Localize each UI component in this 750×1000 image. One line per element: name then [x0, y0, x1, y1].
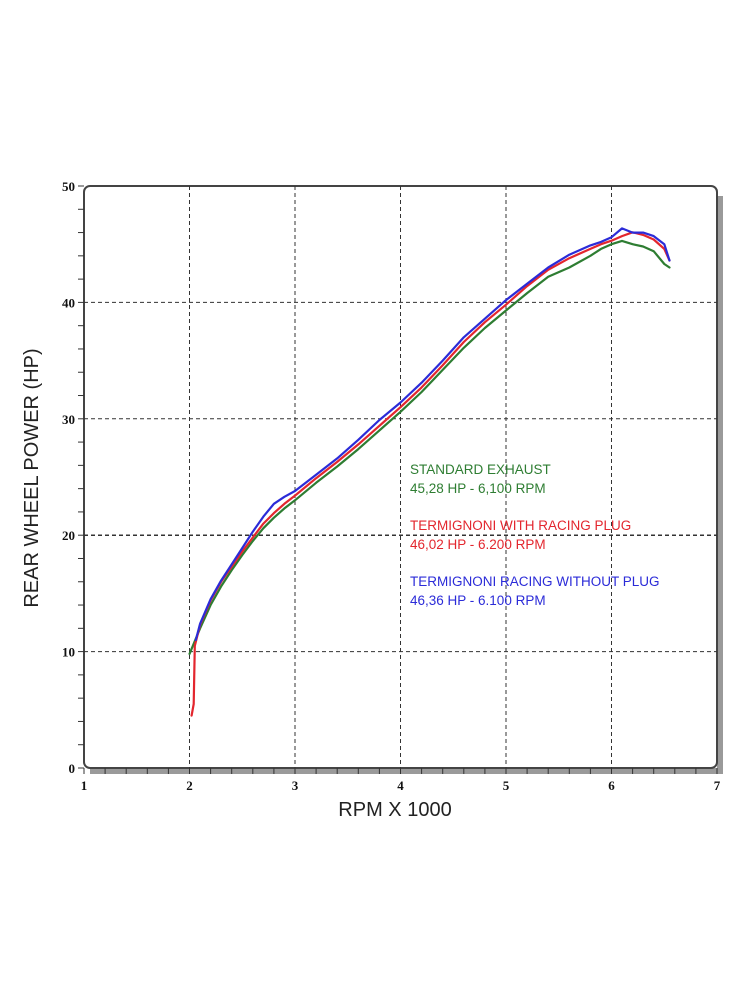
x-tick-label: 6	[608, 778, 615, 793]
legend-standard-name: STANDARD EXHAUST	[410, 462, 551, 477]
y-tick-label: 40	[62, 295, 75, 310]
grid	[84, 186, 717, 768]
legend-racing-plug-name: TERMIGNONI WITH RACING PLUG	[410, 518, 631, 533]
y-tick-label: 0	[69, 761, 76, 776]
plot-shadow-right	[717, 196, 723, 774]
x-tick-label: 5	[503, 778, 510, 793]
y-tick-labels: 0 10 20 30 40 50	[62, 179, 75, 776]
y-tick-label: 10	[62, 645, 75, 660]
x-tick-label: 2	[186, 778, 193, 793]
y-tick-label: 50	[62, 179, 75, 194]
legend-without-plug-value: 46,36 HP - 6.100 RPM	[410, 593, 546, 608]
x-tick-label: 3	[292, 778, 299, 793]
x-axis-title: RPM X 1000	[338, 799, 451, 821]
y-tick-label: 30	[62, 412, 75, 427]
legend: STANDARD EXHAUST 45,28 HP - 6,100 RPM TE…	[410, 462, 660, 608]
y-tick-label: 20	[62, 528, 75, 543]
legend-standard-value: 45,28 HP - 6,100 RPM	[410, 481, 546, 496]
legend-racing-plug-value: 46,02 HP - 6.200 RPM	[410, 537, 546, 552]
series-line-2	[194, 227, 671, 642]
x-tick-label: 7	[714, 778, 721, 793]
legend-without-plug-name: TERMIGNONI RACING WITHOUT PLUG	[410, 574, 660, 589]
x-tick-labels: 1 2 3 4 5 6 7	[81, 778, 721, 793]
series-line-0	[188, 239, 671, 656]
series-lines	[188, 227, 671, 717]
plot-frame	[83, 185, 723, 774]
plot-shadow-bottom	[90, 768, 723, 774]
minor-ticks	[78, 185, 718, 774]
x-tick-label: 1	[81, 778, 88, 793]
y-axis-title: REAR WHEEL POWER (HP)	[21, 348, 43, 607]
x-tick-label: 4	[397, 778, 404, 793]
